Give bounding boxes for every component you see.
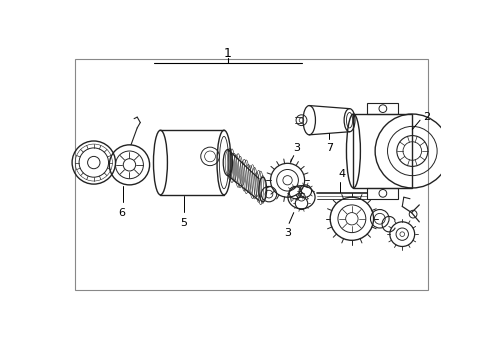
Text: 3: 3 [294, 143, 300, 153]
Bar [368, 103, 398, 114]
Text: 2: 2 [423, 112, 430, 122]
Text: 3: 3 [284, 228, 291, 238]
Bar [353, 114, 412, 188]
Text: 6: 6 [118, 208, 125, 218]
Text: 5: 5 [180, 218, 187, 228]
Bar [368, 188, 398, 199]
Text: 7: 7 [326, 143, 333, 153]
Text: 4: 4 [338, 169, 345, 179]
Bar [75, 59, 428, 289]
Text: 1: 1 [224, 48, 232, 60]
